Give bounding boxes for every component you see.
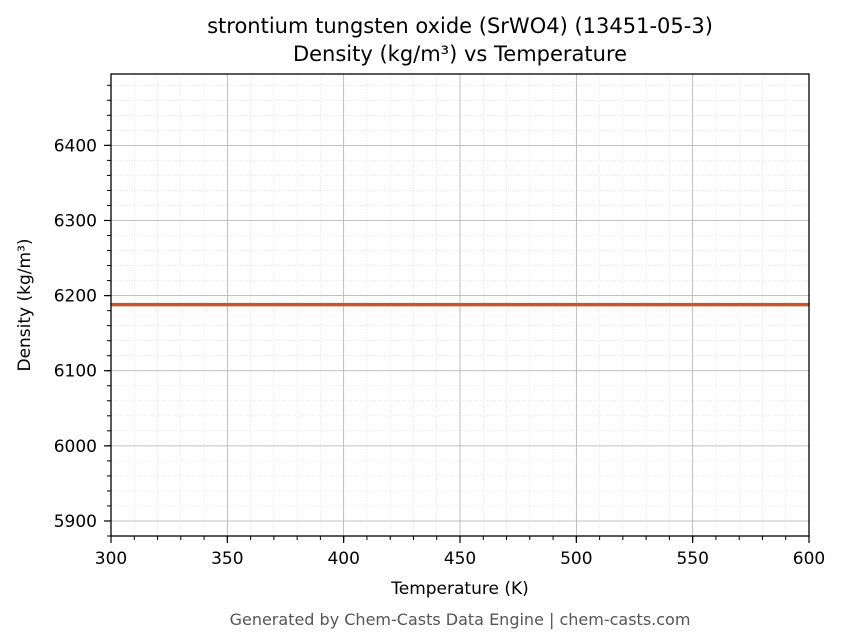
x-tick-label: 450 xyxy=(444,549,476,569)
y-tick-label: 6100 xyxy=(54,362,97,382)
x-tick-label: 600 xyxy=(793,549,825,569)
x-tick-label: 500 xyxy=(560,549,592,569)
tick-labels: 300 350 400 450 500 550 600 5900 6000 6100 6200 630… xyxy=(54,136,825,569)
x-tick-label: 350 xyxy=(211,549,243,569)
footer-credit: Generated by Chem-Casts Data Engine | ch… xyxy=(230,610,691,629)
x-axis-label: Temperature (K) xyxy=(390,579,529,599)
y-tick-label: 5900 xyxy=(54,512,97,532)
y-tick-label: 6400 xyxy=(54,136,97,156)
y-tick-label: 6300 xyxy=(54,211,97,231)
x-tick-label: 550 xyxy=(676,549,708,569)
axis-ticks xyxy=(104,84,810,543)
x-tick-label: 400 xyxy=(327,549,359,569)
y-tick-label: 6000 xyxy=(54,437,97,457)
x-tick-label: 300 xyxy=(95,549,127,569)
y-tick-label: 6200 xyxy=(54,287,97,307)
y-axis-label: Density (kg/m³) xyxy=(15,238,35,371)
chart-subtitle: Density (kg/m³) vs Temperature xyxy=(293,42,627,66)
chart-title: strontium tungsten oxide (SrWO4) (13451-… xyxy=(207,14,713,38)
